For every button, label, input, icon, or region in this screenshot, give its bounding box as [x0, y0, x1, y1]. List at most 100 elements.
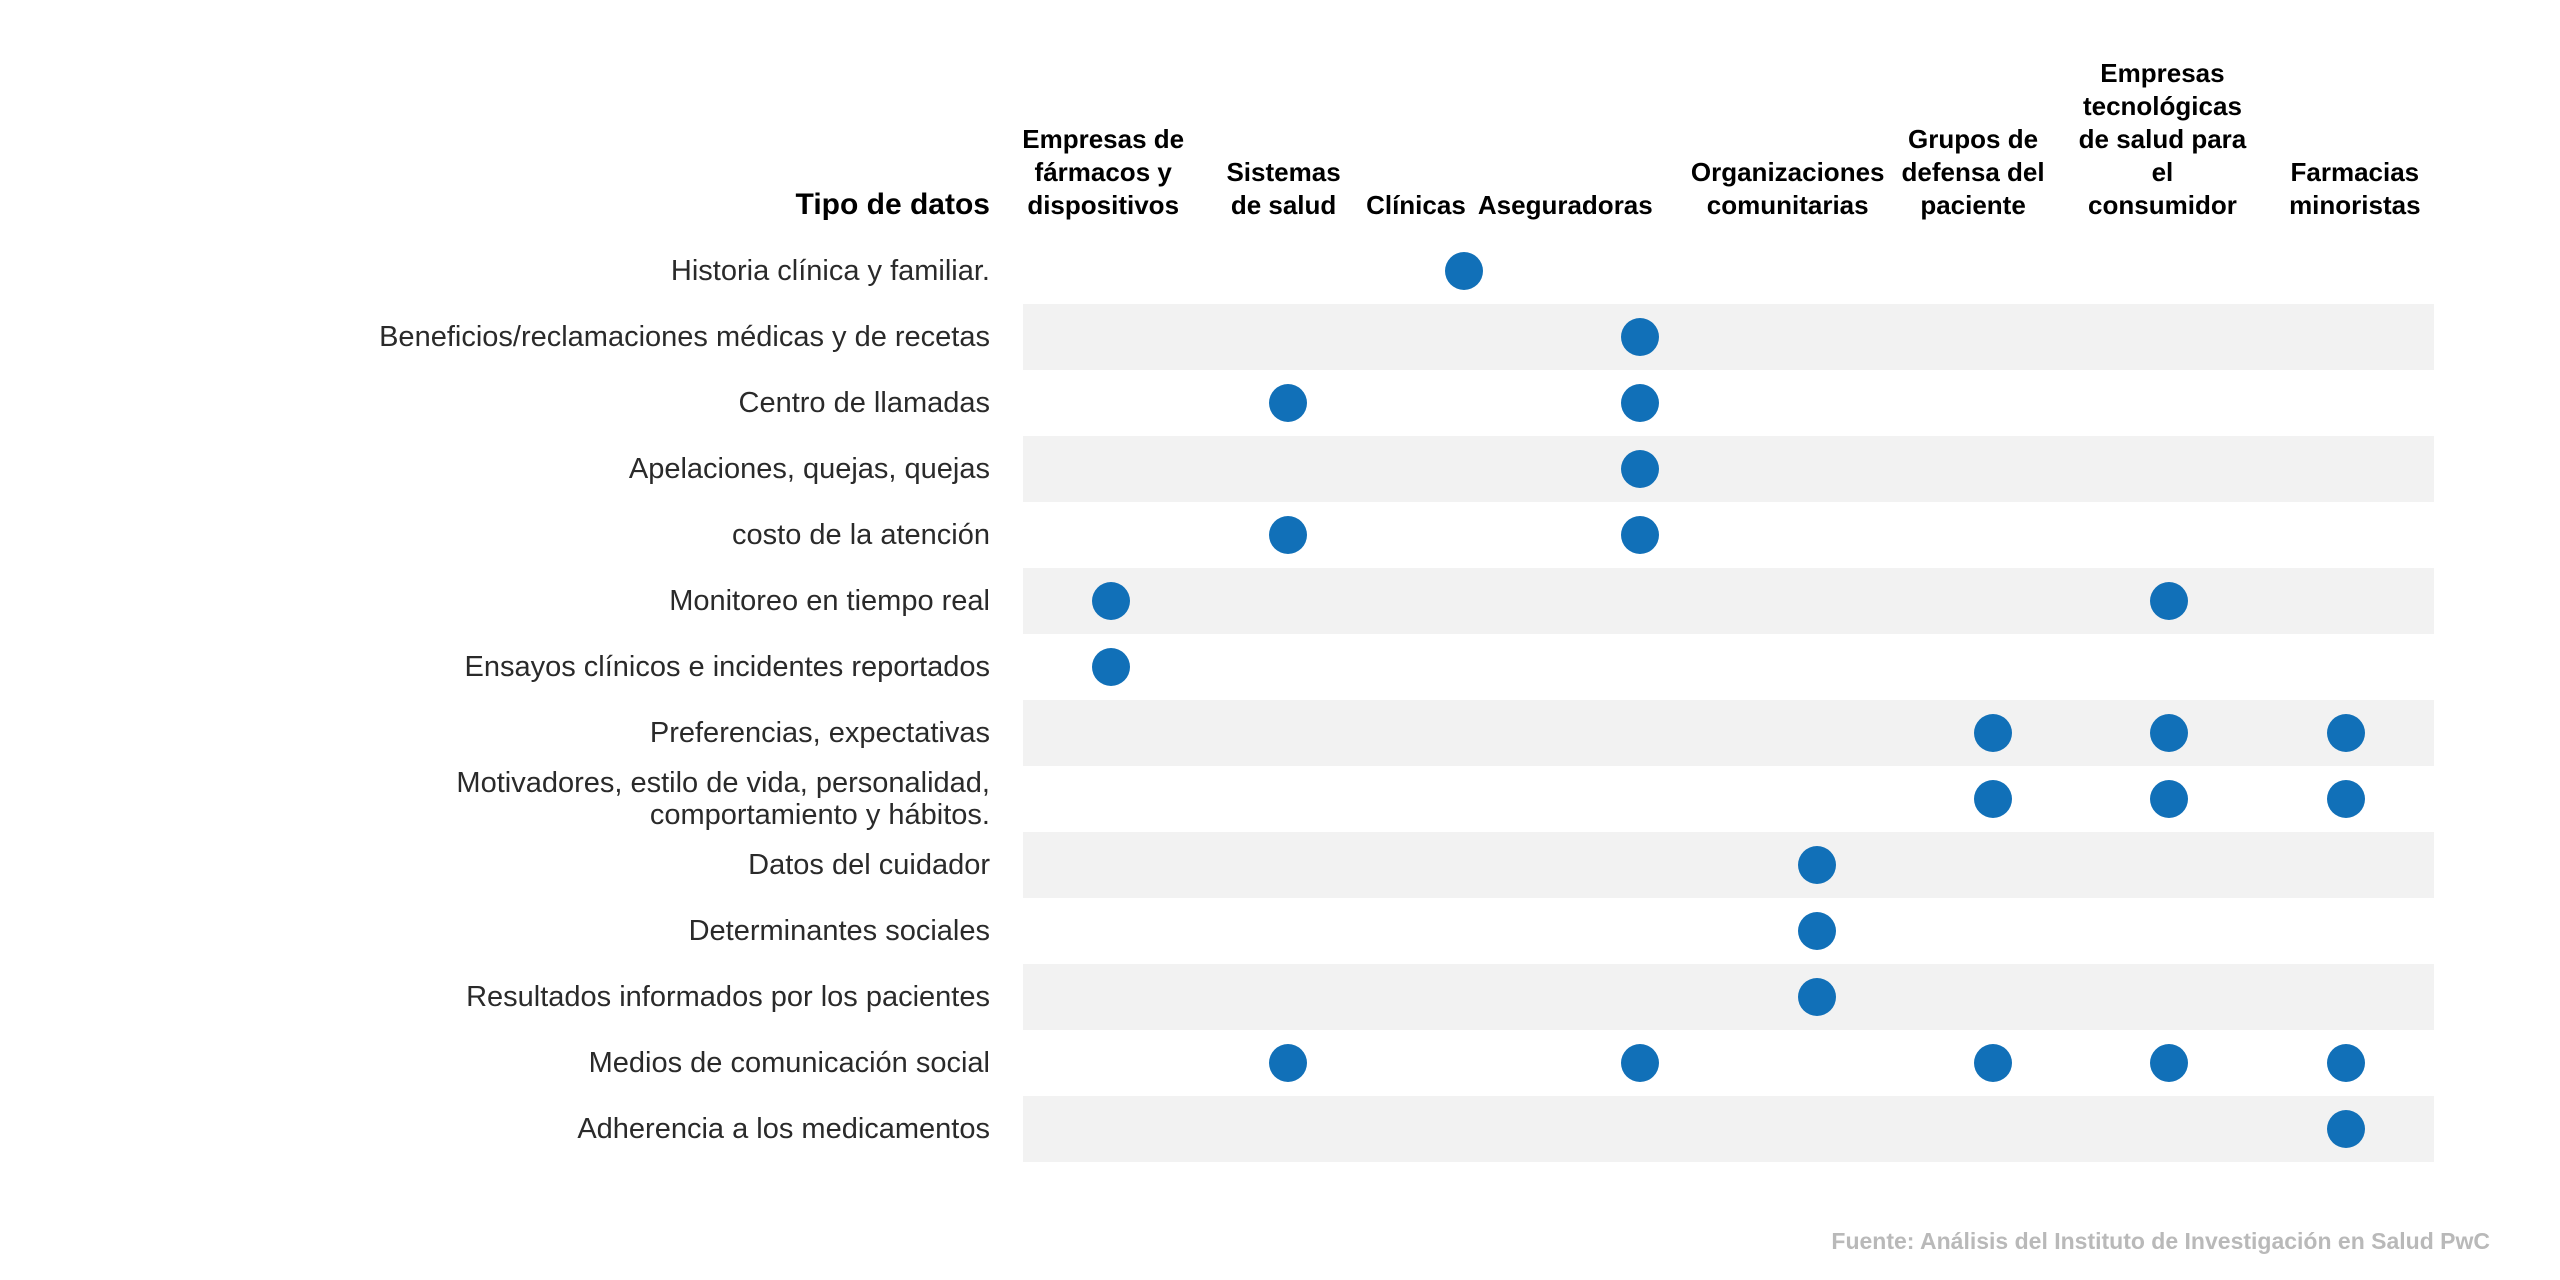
matrix-cell [1729, 700, 1905, 766]
column-header-community-organizations: Organizaciones comunitarias [1691, 156, 1885, 222]
row-track [1023, 832, 2434, 898]
row-track [1023, 436, 2434, 502]
data-dot [2326, 780, 2365, 818]
row-track [1023, 964, 2434, 1030]
matrix-cell [1552, 1030, 1728, 1096]
matrix-cell [2258, 568, 2434, 634]
matrix-cell [1023, 634, 1199, 700]
matrix-cell [2081, 832, 2257, 898]
column-header-retail-pharmacies: Farmacias minoristas [2267, 156, 2443, 222]
matrix-cell [1905, 1030, 2081, 1096]
data-dot [2326, 714, 2365, 752]
row-label-text: Resultados informados por los pacientes [466, 981, 990, 1013]
table-row: Medios de comunicación social [0, 1030, 2434, 1096]
matrix-cell [1023, 700, 1199, 766]
row-track [1023, 238, 2434, 304]
matrix-cell [1376, 370, 1552, 436]
matrix-cell [1199, 568, 1375, 634]
matrix-cell [1552, 634, 1728, 700]
matrix-cell [1376, 964, 1552, 1030]
row-label-text: costo de la atención [732, 519, 990, 551]
row-label: Motivadores, estilo de vida, personalida… [0, 766, 1023, 832]
matrix-cell [1376, 502, 1552, 568]
data-dot [1621, 318, 1660, 356]
matrix-cell [2258, 832, 2434, 898]
row-label-text: Historia clínica y familiar. [670, 255, 990, 287]
row-track [1023, 568, 2434, 634]
source-note: Fuente: Análisis del Instituto de Invest… [1831, 1228, 2490, 1254]
matrix-cell [1552, 436, 1728, 502]
matrix-cell [1023, 766, 1199, 832]
row-label-text: Ensayos clínicos e incidentes reportados [464, 651, 990, 683]
matrix-cell [2081, 304, 2257, 370]
table-row: Centro de llamadas [0, 370, 2434, 436]
matrix-cell [1376, 436, 1552, 502]
data-dot [1797, 912, 1836, 950]
matrix-cell [1552, 568, 1728, 634]
table-row: Ensayos clínicos e incidentes reportados [0, 634, 2434, 700]
table-row: Motivadores, estilo de vida, personalida… [0, 766, 2434, 832]
matrix-cell [2258, 634, 2434, 700]
data-dot [2150, 714, 2189, 752]
matrix-cell [1376, 238, 1552, 304]
table-row: Determinantes sociales [0, 898, 2434, 964]
data-dot [2150, 780, 2189, 818]
data-dot [1444, 252, 1483, 290]
matrix-cell [1552, 832, 1728, 898]
matrix-cell [1552, 766, 1728, 832]
row-label-text: Centro de llamadas [738, 387, 990, 419]
table-row: Monitoreo en tiempo real [0, 568, 2434, 634]
matrix-cell [1023, 1030, 1199, 1096]
matrix-cell [1552, 502, 1728, 568]
data-dot [1621, 1044, 1660, 1082]
matrix-cell [1023, 436, 1199, 502]
row-label-text: Preferencias, expectativas [649, 717, 990, 749]
matrix-cell [1905, 370, 2081, 436]
matrix-cell [1199, 1030, 1375, 1096]
matrix-cell [1729, 832, 1905, 898]
matrix-cell [1199, 304, 1375, 370]
data-dot [1974, 780, 2013, 818]
matrix-cell [1199, 832, 1375, 898]
matrix-cell [1905, 964, 2081, 1030]
data-dot [1621, 450, 1660, 488]
data-dot [2326, 1044, 2365, 1082]
matrix-cell [2258, 502, 2434, 568]
matrix-cell [2258, 898, 2434, 964]
matrix-cell [1376, 766, 1552, 832]
column-header-label: Grupos de defensa del paciente [1901, 124, 2045, 220]
matrix-cell [1729, 370, 1905, 436]
column-header-patient-advocacy-groups: Grupos de defensa del paciente [1885, 123, 2061, 222]
matrix-cell [1023, 568, 1199, 634]
matrix-cell [1023, 898, 1199, 964]
matrix-cell [2258, 1030, 2434, 1096]
matrix-cell [1376, 1096, 1552, 1162]
column-header-pharma-device-companies: Empresas de fármacos y dispositivos [1015, 123, 1191, 222]
matrix-cell [1905, 700, 2081, 766]
matrix-cell [1376, 1030, 1552, 1096]
matrix-cell [1729, 568, 1905, 634]
row-track [1023, 1030, 2434, 1096]
column-header-consumer-health-tech-companies: Empresas tecnológicas de salud para el c… [2074, 57, 2250, 222]
matrix-cell [1905, 766, 2081, 832]
matrix-cell [1376, 700, 1552, 766]
data-dot [2150, 1044, 2189, 1082]
row-track [1023, 634, 2434, 700]
matrix-cell [1905, 502, 2081, 568]
matrix-cell [1023, 832, 1199, 898]
row-track [1023, 766, 2434, 832]
matrix-cell [1023, 1096, 1199, 1162]
row-track [1023, 898, 2434, 964]
row-track [1023, 304, 2434, 370]
matrix-cell [1199, 634, 1375, 700]
row-label-text: Motivadores, estilo de vida, personalida… [456, 767, 990, 831]
matrix-cell [1729, 634, 1905, 700]
row-label: Adherencia a los medicamentos [0, 1096, 1023, 1162]
matrix-cell [2081, 1030, 2257, 1096]
row-label-text: Datos del cuidador [748, 849, 990, 881]
matrix-cell [2081, 964, 2257, 1030]
column-header-health-systems: Sistemas de salud [1195, 156, 1371, 222]
matrix-cell [1729, 766, 1905, 832]
matrix-cell [1023, 964, 1199, 1030]
